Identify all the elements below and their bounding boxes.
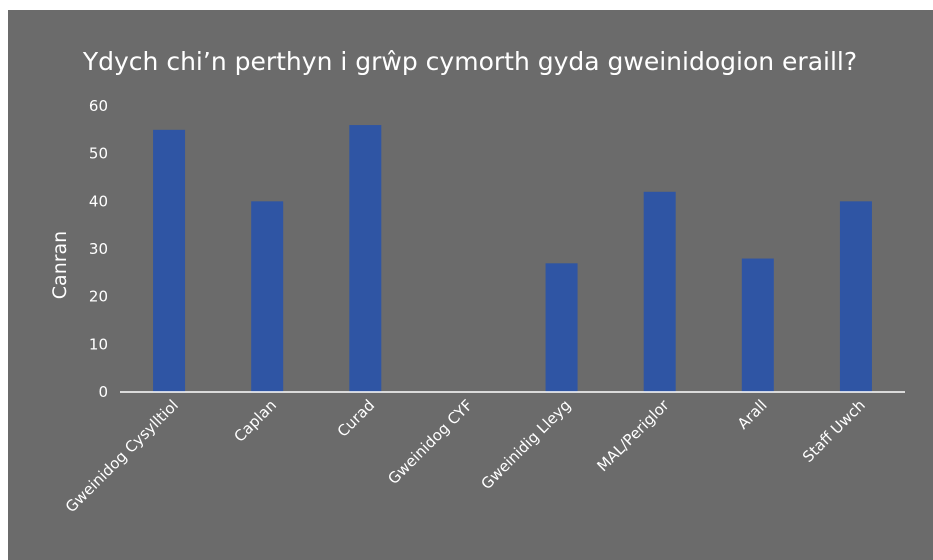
category-labels: Gweinidog Cysylltiol Caplan Curad Gweinidog… [62, 396, 869, 517]
y-tick-label: 50 [89, 145, 108, 163]
category-label: Gweinidog Cysylltiol [62, 396, 182, 516]
bar-5 [643, 191, 676, 392]
y-tick-label: 60 [89, 97, 108, 115]
chart-area: Ydych chi’n perthyn i grŵp cymorth gyda … [8, 10, 933, 560]
y-axis-label: Canran [49, 231, 71, 299]
bar-7 [839, 201, 872, 392]
bar-chart: Ydych chi’n perthyn i grŵp cymorth gyda … [49, 47, 905, 517]
bar-6 [741, 258, 774, 392]
category-label: Arall [734, 396, 771, 433]
category-label: Caplan [230, 396, 280, 446]
y-tick-label: 0 [98, 383, 108, 401]
category-label: MAL/Periglor [594, 396, 674, 476]
bar-1 [251, 201, 284, 392]
category-label: Curad [334, 396, 378, 440]
y-tick-label: 30 [89, 240, 108, 258]
y-tick-label: 20 [89, 288, 108, 306]
bar-4 [545, 263, 578, 392]
chart-title: Ydych chi’n perthyn i grŵp cymorth gyda … [82, 47, 857, 76]
y-tick-label: 10 [89, 335, 108, 353]
bars-group [153, 125, 872, 393]
bar-2 [349, 125, 382, 393]
y-tick-label: 40 [89, 192, 108, 210]
y-axis-ticks: 0 10 20 30 40 50 60 [89, 97, 108, 401]
category-label: Gweinidog CYF [384, 396, 476, 488]
bar-0 [153, 129, 186, 392]
category-label: Gweinidig Lleyg [477, 396, 574, 493]
category-label: Staff Uwch [799, 396, 869, 466]
